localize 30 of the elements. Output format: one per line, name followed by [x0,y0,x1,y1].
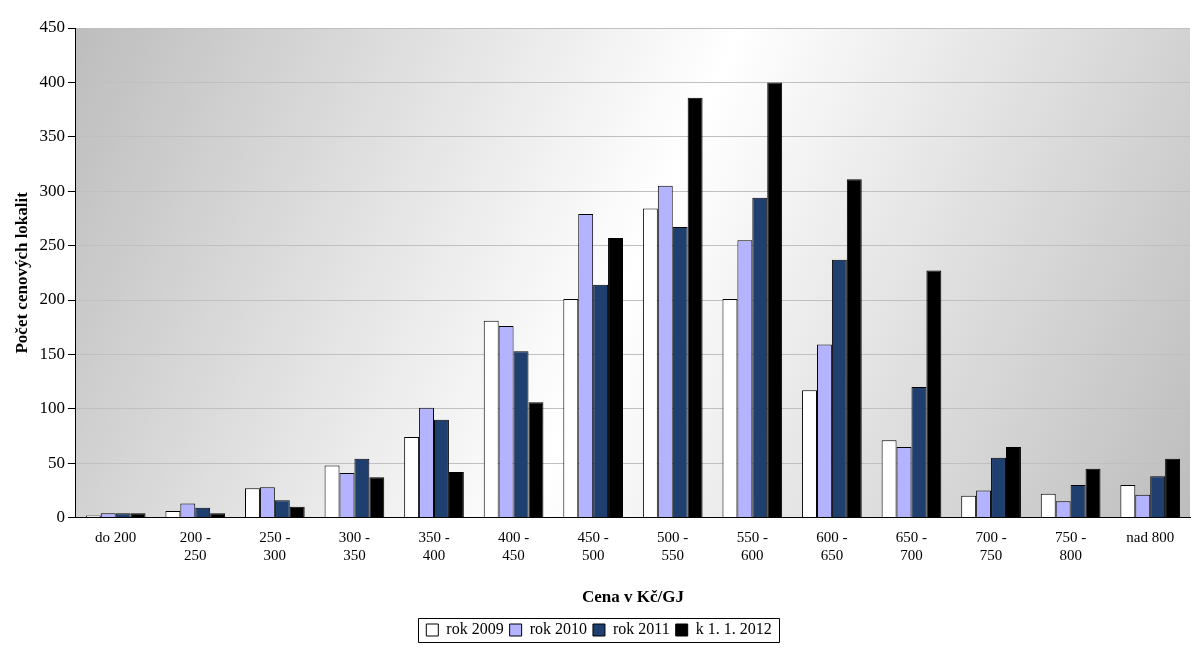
x-tick-label: 400 - 450 [497,528,530,563]
legend-label: rok 2010 [529,620,587,638]
x-tick-label: 450 - 500 [577,528,609,563]
x-tick-label: do 200 [95,528,137,545]
x-axis-title: Cena v Kč/GJ [581,587,685,607]
x-tick-label: nad 800 [1126,528,1175,545]
y-axis-title: Počet cenových lokalit [11,191,31,354]
y-tick-label: 150 [39,343,65,363]
x-tick-label: 700 - 750 [975,528,1007,563]
legend-label: k 1. 1. 2012 [695,620,772,638]
y-tick-label: 200 [39,289,65,309]
x-tick-label: 600 - 650 [816,528,848,563]
y-tick-label: 450 [39,17,65,37]
y-tick-label: 350 [39,126,65,146]
x-tick-label: 250 - 300 [259,528,291,563]
y-tick-label: 400 [39,71,65,91]
x-tick-label: 500 - 550 [657,528,689,563]
y-tick-label: 300 [39,180,65,200]
y-tick-label: 250 [39,235,65,255]
y-tick-label: 100 [39,398,65,418]
x-tick-label: 650 - 700 [895,528,928,563]
legend-label: rok 2009 [446,620,504,638]
y-tick-label: 0 [56,507,65,527]
x-tick-label: 350 - 400 [418,528,450,563]
x-tick-label: 550 - 600 [736,528,768,563]
x-tick-label: 200 - 250 [179,528,211,563]
x-tick-label: 300 - 350 [338,528,371,563]
legend-label: rok 2011 [612,620,670,638]
y-tick-label: 50 [47,452,65,472]
x-tick-label: 750 - 800 [1055,528,1087,563]
